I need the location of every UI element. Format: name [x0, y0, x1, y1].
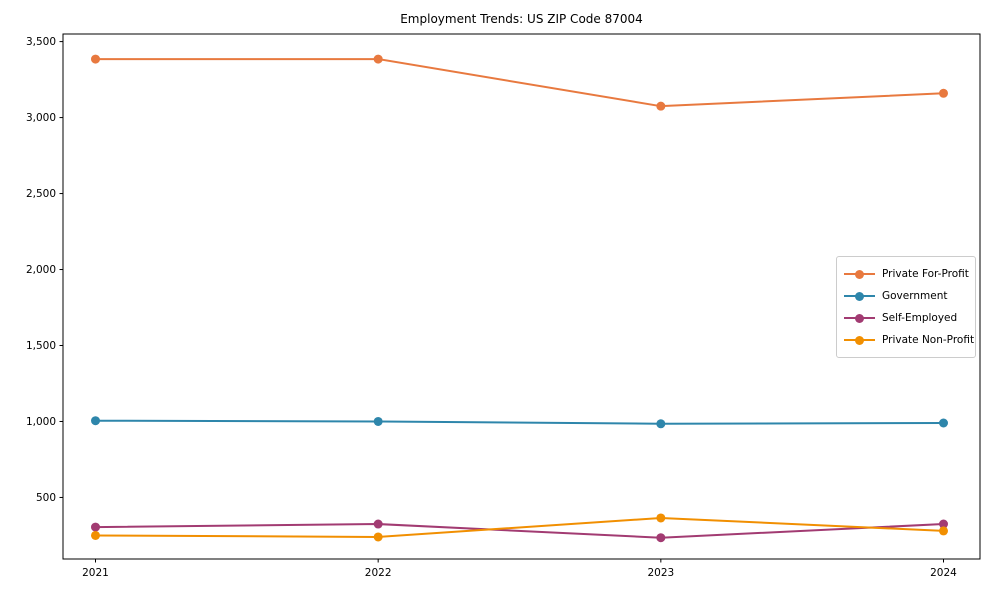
legend-label: Self-Employed	[882, 312, 958, 324]
x-tick-label: 2024	[930, 567, 957, 579]
data-point-marker	[656, 101, 666, 111]
data-point-marker	[373, 519, 383, 529]
data-point-marker	[656, 513, 666, 523]
y-tick-label: 3,000	[26, 112, 56, 124]
chart-title: Employment Trends: US ZIP Code 87004	[400, 12, 643, 26]
series-line-3	[94, 516, 945, 538]
series-line-1	[94, 419, 945, 425]
legend-entry: Private Non-Profit	[844, 329, 974, 351]
data-point-marker	[373, 532, 383, 542]
data-point-marker	[91, 522, 100, 532]
data-point-marker	[373, 54, 383, 64]
legend-label: Government	[882, 290, 948, 302]
data-point-marker	[91, 54, 100, 64]
data-point-marker	[91, 530, 100, 540]
x-tick-label: 2023	[647, 567, 674, 579]
data-point-marker	[373, 416, 383, 426]
data-point-marker	[91, 416, 100, 426]
legend-entry: Private For-Profit	[844, 263, 969, 285]
data-point-marker	[939, 88, 948, 98]
series-line-2	[94, 523, 945, 539]
data-point-marker	[939, 519, 948, 529]
data-point-marker	[939, 418, 948, 428]
y-tick-label: 1,000	[26, 416, 56, 428]
y-tick-label: 1,500	[26, 340, 56, 352]
x-tick-label: 2021	[82, 567, 109, 579]
data-point-marker	[656, 533, 666, 543]
data-point-marker	[939, 526, 948, 536]
x-tick-label: 2022	[365, 567, 392, 579]
legend-line-marker-icon	[844, 291, 875, 301]
y-tick-label: 500	[36, 492, 56, 504]
data-point-marker	[656, 419, 666, 429]
legend: Private For-Profit Government Self-Employe…	[836, 256, 976, 358]
legend-entry: Self-Employed	[844, 307, 967, 329]
y-tick-label: 3,500	[26, 36, 56, 48]
legend-line-marker-icon	[844, 335, 875, 345]
legend-line-marker-icon	[844, 313, 875, 323]
plot-border	[62, 33, 981, 560]
legend-line-marker-icon	[844, 269, 875, 279]
legend-label: Private For-Profit	[882, 268, 969, 280]
y-tick-label: 2,000	[26, 264, 56, 276]
legend-label: Private Non-Profit	[882, 334, 975, 346]
y-tick-label: 2,500	[26, 188, 56, 200]
series-line-0	[94, 58, 945, 108]
legend-entry: Government	[844, 285, 967, 307]
